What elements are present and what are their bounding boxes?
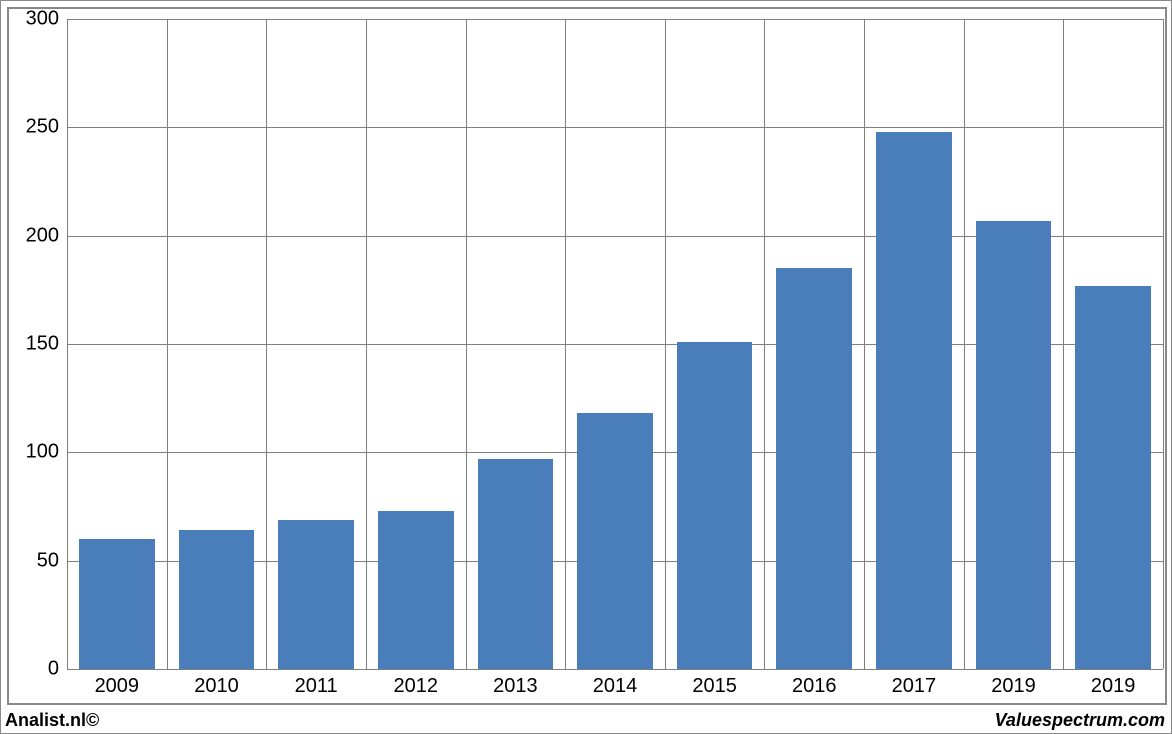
grid-line-vertical bbox=[764, 19, 765, 669]
footer-right-credit: Valuespectrum.com bbox=[995, 710, 1165, 731]
grid-line-vertical bbox=[266, 19, 267, 669]
y-axis-tick-label: 0 bbox=[48, 658, 59, 681]
grid-line-vertical bbox=[366, 19, 367, 669]
footer-left-credit: Analist.nl© bbox=[5, 710, 99, 731]
bar bbox=[378, 511, 454, 669]
grid-line-vertical bbox=[1063, 19, 1064, 669]
y-axis-tick-label: 300 bbox=[26, 8, 59, 31]
grid-line-vertical bbox=[864, 19, 865, 669]
y-axis-tick-label: 50 bbox=[37, 549, 59, 572]
bar bbox=[677, 342, 753, 669]
bar bbox=[278, 520, 354, 670]
bar bbox=[976, 221, 1052, 670]
x-axis-tick-label: 2015 bbox=[692, 675, 737, 698]
grid-line-vertical bbox=[67, 19, 68, 669]
y-axis-tick-label: 100 bbox=[26, 441, 59, 464]
x-axis-tick-label: 2010 bbox=[194, 675, 239, 698]
grid-line-vertical bbox=[466, 19, 467, 669]
bar bbox=[776, 268, 852, 669]
x-axis-tick-label: 2019 bbox=[1091, 675, 1136, 698]
chart-inner-frame: 0 50 100 150 200 250 300 2009 2010 2011 2012 2013 20… bbox=[7, 7, 1167, 705]
bar bbox=[79, 539, 155, 669]
y-axis-tick-label: 250 bbox=[26, 116, 59, 139]
grid-line-vertical bbox=[167, 19, 168, 669]
chart-footer: Analist.nl© Valuespectrum.com bbox=[5, 710, 1165, 731]
grid-line-vertical bbox=[665, 19, 666, 669]
x-axis-tick-label: 2012 bbox=[393, 675, 438, 698]
x-axis-tick-label: 2011 bbox=[295, 675, 338, 698]
grid-line-vertical bbox=[1163, 19, 1164, 669]
plot-area: 0501001502002503002009201020112012201320… bbox=[67, 19, 1163, 669]
bar bbox=[179, 530, 255, 669]
bar bbox=[478, 459, 554, 669]
x-axis-tick-label: 2014 bbox=[593, 675, 638, 698]
x-axis-tick-label: 2019 bbox=[991, 675, 1036, 698]
grid-line-vertical bbox=[964, 19, 965, 669]
grid-line-horizontal bbox=[67, 19, 1163, 20]
bar bbox=[876, 132, 952, 669]
y-axis-tick-label: 200 bbox=[26, 224, 59, 247]
x-axis-tick-label: 2013 bbox=[493, 675, 538, 698]
grid-line-horizontal bbox=[67, 127, 1163, 128]
y-axis-tick-label: 150 bbox=[26, 333, 59, 356]
x-axis-tick-label: 2016 bbox=[792, 675, 837, 698]
x-axis-tick-label: 2009 bbox=[95, 675, 140, 698]
x-axis-tick-label: 2017 bbox=[892, 675, 937, 698]
bar bbox=[1075, 286, 1151, 670]
grid-line-vertical bbox=[565, 19, 566, 669]
grid-line-horizontal bbox=[67, 669, 1163, 670]
chart-container: 0 50 100 150 200 250 300 2009 2010 2011 2012 2013 20… bbox=[0, 0, 1172, 734]
bar bbox=[577, 413, 653, 669]
